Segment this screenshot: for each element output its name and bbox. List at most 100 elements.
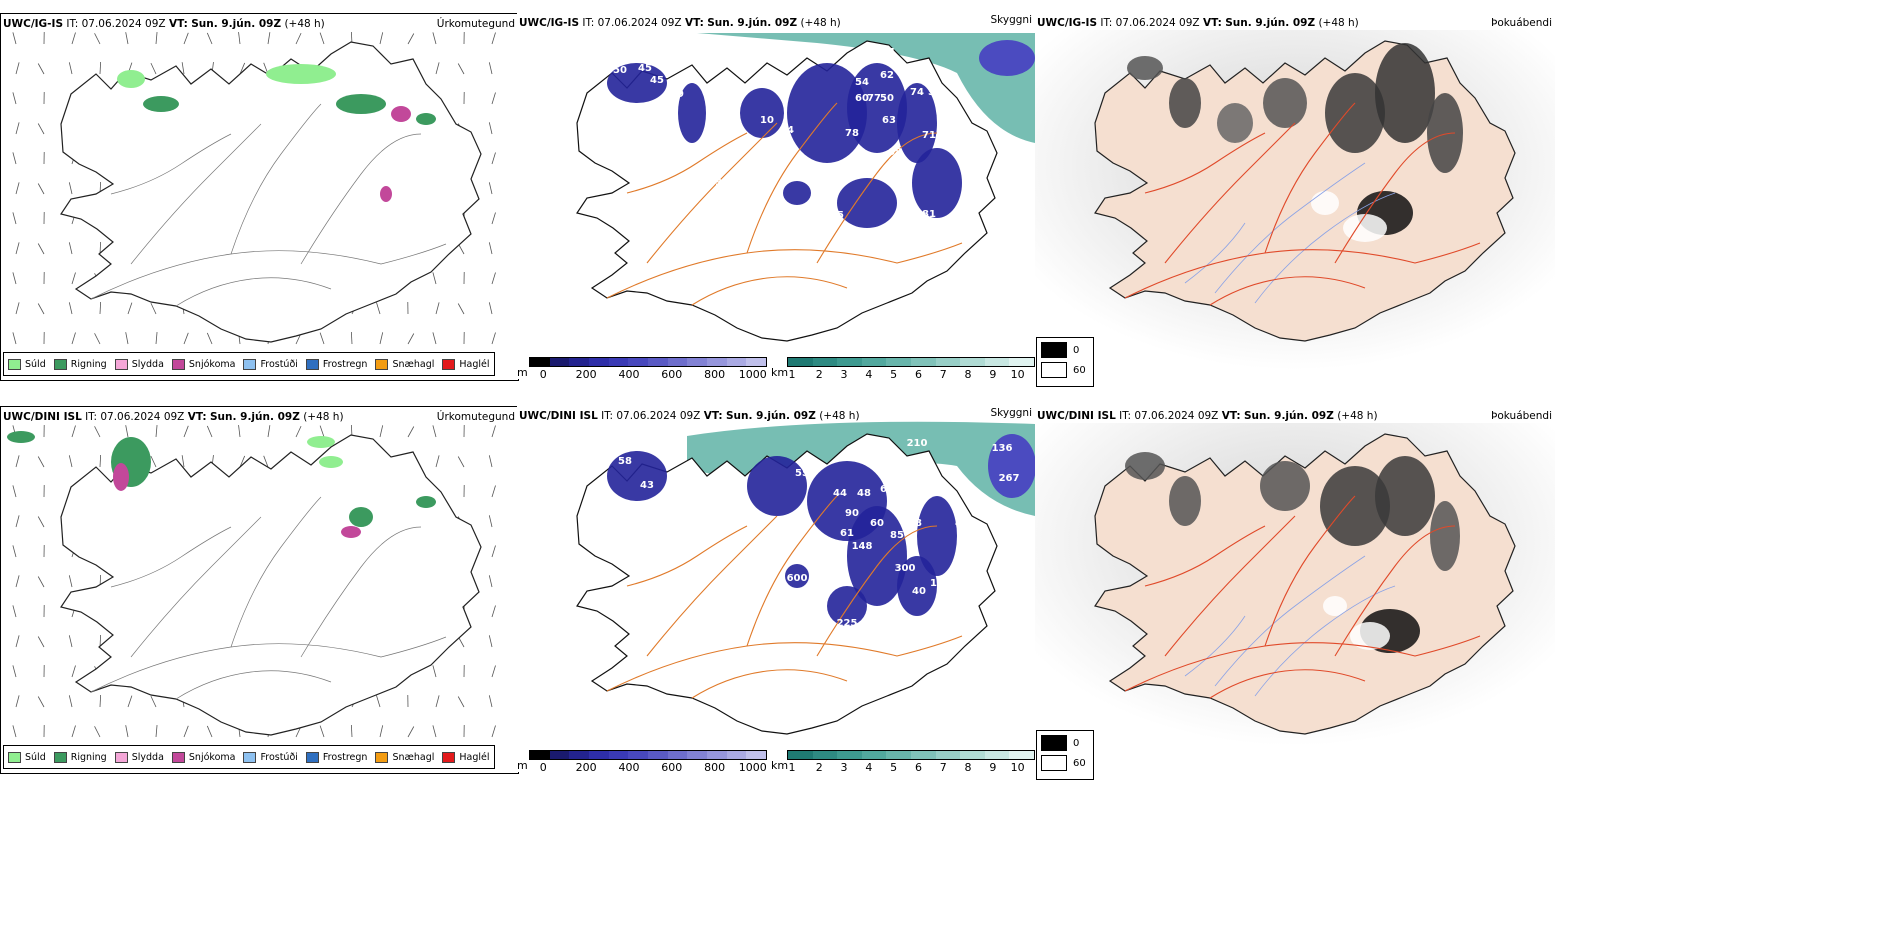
wind-barb [488,455,493,468]
colorbar-tick: 200 [575,368,597,381]
colorbar-tick: 4 [865,368,873,381]
ceiling-label: 16 [755,157,769,168]
visibility-unit: km [771,759,789,772]
road-network [606,102,963,306]
wind-barb [37,183,45,195]
ceiling-blob [787,63,867,163]
wind-barb [491,332,496,345]
cloud-map-bottom: 58 43 39 70 55 44 48 60 90 61 85 148 60 68 136 267 193 71… [576,421,1035,735]
fog-blob [1311,191,1339,215]
wind-barb [99,634,102,648]
ceiling-label: 65 [830,210,844,221]
wind-barb [15,122,20,135]
legend-item: Snjókoma [171,358,235,370]
wind-barb [491,272,496,285]
colorbar-tick: 7 [939,761,947,774]
wind-barb [12,545,17,558]
wind-barb [94,333,101,345]
wind-barb [12,212,17,225]
colorbar-tick: 7 [939,368,947,381]
road [1334,132,1456,264]
road-network [606,495,963,699]
wind-barb [125,32,129,45]
ceiling-label: 60 [880,484,894,495]
road [691,669,848,699]
wind-barb [71,332,76,345]
colorbar-bin [549,358,570,366]
wind-barb [37,243,45,255]
ceiling-label: 45 [650,75,664,86]
wind-barb [491,92,496,105]
wind-barb [68,695,73,708]
ceiling-blob [917,496,957,576]
road [1164,122,1296,264]
ceiling-label: 78 [845,128,859,139]
legend-item: Rigning [53,358,107,370]
ceiling-label: 136 [992,443,1013,454]
ceiling-label: 225 [837,618,858,629]
wind-barb [491,425,496,438]
wind-barb [150,455,157,468]
ceiling-blob [678,83,706,143]
colorbar-tick: 10 [1010,368,1025,381]
visibility-colorbar: km 1 2 3 4 5 6 7 8 9 10 [771,357,1035,387]
fog-blob [1323,596,1347,616]
wind-barb [435,695,440,708]
legend-item: Frostúði [243,358,298,370]
river [1184,222,1246,284]
ceiling-label: 82 [720,93,734,104]
fog-map-bottom [1035,423,1555,763]
wind-barb [68,575,73,588]
precip-blob [416,496,436,508]
precip-blob [349,507,373,527]
ceiling-label: 60 [855,93,869,104]
road-network [1124,495,1481,699]
fog-blob [1375,43,1435,143]
cloud-panel-top: 50 45 45 39 82 53 80 61 62 50 54 60 77 74 55 63 72 78 68 71… [517,13,1035,379]
wind-barb [407,726,415,738]
wind-barb [68,242,73,255]
wind-barb [155,725,158,738]
panel-title: UWC/DINI ISL IT: 07.06.2024 09Z VT: Sun.… [519,410,860,422]
colorbar-bin [984,751,1010,759]
wind-barb [15,455,20,468]
wind-barb [491,545,496,558]
legend-item: Frostregn [305,358,367,370]
wind-barb [127,695,133,708]
legend-item: Slydda [114,751,164,763]
wind-barb [99,454,102,468]
colorbar-bin [935,751,961,759]
wind-barb [15,182,20,195]
legend-item: Snjókoma [171,751,235,763]
visibility-ticks: 1 2 3 4 5 6 7 8 9 10 [787,760,1035,774]
colorbar-bin [628,358,649,366]
wind-barb [12,152,17,165]
fog-panel-bottom: UWC/DINI ISL IT: 07.06.2024 09Z VT: Sun.… [1035,406,1555,772]
precip-blob [266,64,336,84]
wind-barb [150,302,157,315]
ceiling-label: 58 [618,456,632,467]
wind-barb [457,303,465,315]
wind-barb [488,62,493,75]
wind-barb [12,32,17,45]
colorbar-tick: 8 [964,761,972,774]
visibility-colorbar-bins [787,750,1035,760]
wind-barb [183,725,189,738]
wind-barb [94,726,101,738]
legend-swatch [305,751,319,763]
ceiling-label: 44 [833,488,847,499]
precip-panel-top: UWC/IG-IS IT: 07.06.2024 09Z VT: Sun. 9.… [0,13,519,381]
legend-swatch [375,751,389,763]
colorbar-bin [726,751,747,759]
colorbar-bin [746,358,767,366]
ceiling-label: 148 [852,541,873,552]
colorbar-bin [608,358,629,366]
visibility-area [988,434,1035,498]
road [1209,669,1366,699]
wind-barb [68,182,73,195]
ceiling-label: 55 [795,468,809,479]
wind-barb [183,332,189,345]
wind-barb [491,485,496,498]
wind-barb [155,332,158,345]
colorbar-tick: 5 [890,761,898,774]
